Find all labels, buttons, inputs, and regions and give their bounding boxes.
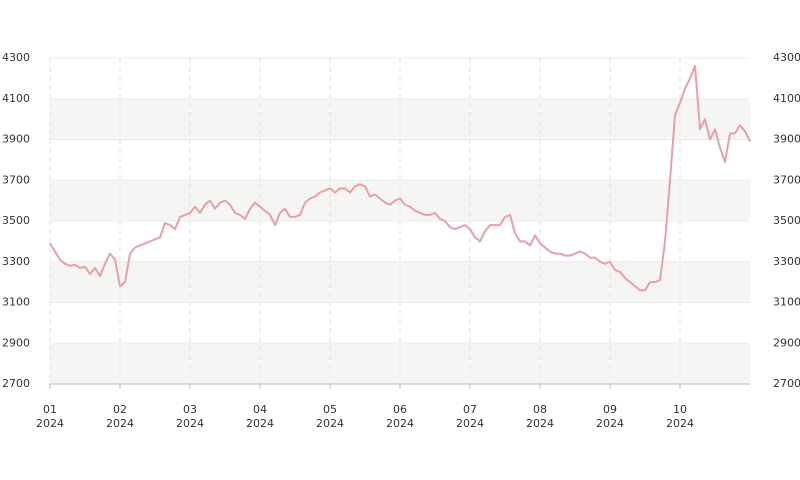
x-tick-label: 05 2024: [316, 403, 344, 430]
x-tick-label: 08 2024: [526, 403, 554, 430]
y-tick-label: 2700: [2, 377, 30, 390]
x-tick-label: 03 2024: [176, 403, 204, 430]
y2-tick-label: 2700: [773, 377, 800, 390]
line: [49, 65, 751, 292]
y2-tick-label: 4300: [773, 51, 800, 64]
x-tick-label: 10 2024: [666, 403, 694, 430]
y2-tick-label: 3300: [773, 255, 800, 268]
x-tick-label: 02 2024: [106, 403, 134, 430]
y2-tick-label: 4100: [773, 92, 800, 105]
y-tick-label: 3900: [2, 133, 30, 146]
y2-tick-label: 3700: [773, 173, 800, 186]
y-tick-label: 3100: [2, 296, 30, 309]
y-tick-label: 4300: [2, 51, 30, 64]
y-tick-label: 4100: [2, 92, 30, 105]
y-tick-label: 3300: [2, 255, 30, 268]
y2-tick-label: 3100: [773, 296, 800, 309]
x-tick-label: 09 2024: [596, 403, 624, 430]
x-tick-label: 06 2024: [386, 403, 414, 430]
y-tick-label: 3500: [2, 214, 30, 227]
y2-tick-label: 3500: [773, 214, 800, 227]
x-tick-label: 01 2024: [36, 403, 64, 430]
y2-tick-label: 3900: [773, 133, 800, 146]
x-tick-label: 04 2024: [246, 403, 274, 430]
y-tick-label: 2900: [2, 336, 30, 349]
x-tick-label: 07 2024: [456, 403, 484, 430]
y2-tick-label: 2900: [773, 336, 800, 349]
y-tick-label: 3700: [2, 173, 30, 186]
